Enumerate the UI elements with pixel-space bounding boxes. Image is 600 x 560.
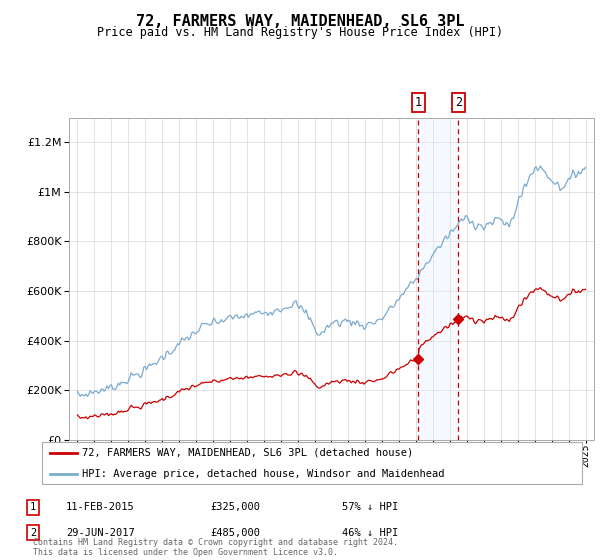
Text: HPI: Average price, detached house, Windsor and Maidenhead: HPI: Average price, detached house, Wind… [83, 469, 445, 479]
Text: £485,000: £485,000 [210, 528, 260, 538]
Text: 2: 2 [30, 528, 36, 538]
Text: 57% ↓ HPI: 57% ↓ HPI [342, 502, 398, 512]
FancyBboxPatch shape [42, 442, 582, 484]
Text: 72, FARMERS WAY, MAIDENHEAD, SL6 3PL: 72, FARMERS WAY, MAIDENHEAD, SL6 3PL [136, 14, 464, 29]
Text: Price paid vs. HM Land Registry's House Price Index (HPI): Price paid vs. HM Land Registry's House … [97, 26, 503, 39]
Text: £325,000: £325,000 [210, 502, 260, 512]
Text: 2: 2 [455, 96, 462, 109]
Text: 1: 1 [30, 502, 36, 512]
Text: 1: 1 [415, 96, 422, 109]
Text: 46% ↓ HPI: 46% ↓ HPI [342, 528, 398, 538]
Text: 29-JUN-2017: 29-JUN-2017 [66, 528, 135, 538]
Text: 72, FARMERS WAY, MAIDENHEAD, SL6 3PL (detached house): 72, FARMERS WAY, MAIDENHEAD, SL6 3PL (de… [83, 448, 414, 458]
Text: 11-FEB-2015: 11-FEB-2015 [66, 502, 135, 512]
Bar [418, 118, 458, 440]
Text: Contains HM Land Registry data © Crown copyright and database right 2024.
This d: Contains HM Land Registry data © Crown c… [33, 538, 398, 557]
